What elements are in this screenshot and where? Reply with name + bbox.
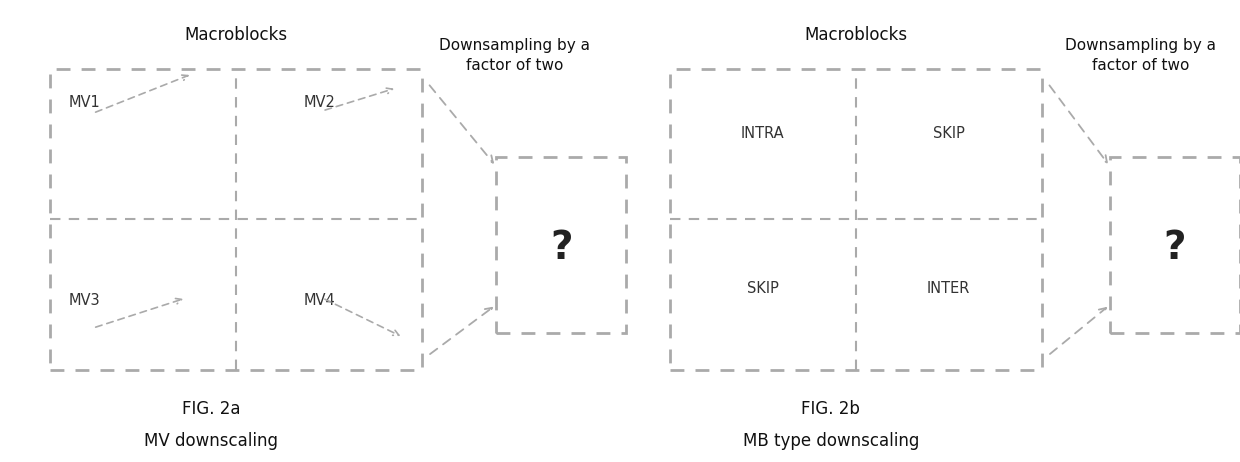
Text: INTER: INTER: [928, 281, 970, 296]
Text: MV3: MV3: [68, 293, 100, 308]
Text: ?: ?: [549, 229, 573, 267]
Text: MV4: MV4: [304, 293, 336, 308]
Text: MV downscaling: MV downscaling: [144, 432, 278, 450]
Text: INTRA: INTRA: [740, 127, 785, 141]
Text: SKIP: SKIP: [932, 127, 965, 141]
Text: FIG. 2b: FIG. 2b: [801, 400, 861, 418]
Text: ?: ?: [1163, 229, 1187, 267]
Bar: [496, 157, 626, 333]
Text: FIG. 2a: FIG. 2a: [181, 400, 241, 418]
Text: MV2: MV2: [304, 95, 336, 109]
Text: Macroblocks: Macroblocks: [804, 26, 908, 44]
Bar: [1110, 157, 1240, 333]
Bar: [50, 69, 422, 370]
Text: MB type downscaling: MB type downscaling: [743, 432, 919, 450]
Text: Macroblocks: Macroblocks: [184, 26, 288, 44]
Text: SKIP: SKIP: [746, 281, 779, 296]
Bar: [670, 69, 1042, 370]
Text: MV1: MV1: [68, 95, 100, 109]
Text: Downsampling by a
factor of two: Downsampling by a factor of two: [439, 38, 590, 73]
Text: Downsampling by a
factor of two: Downsampling by a factor of two: [1065, 38, 1216, 73]
